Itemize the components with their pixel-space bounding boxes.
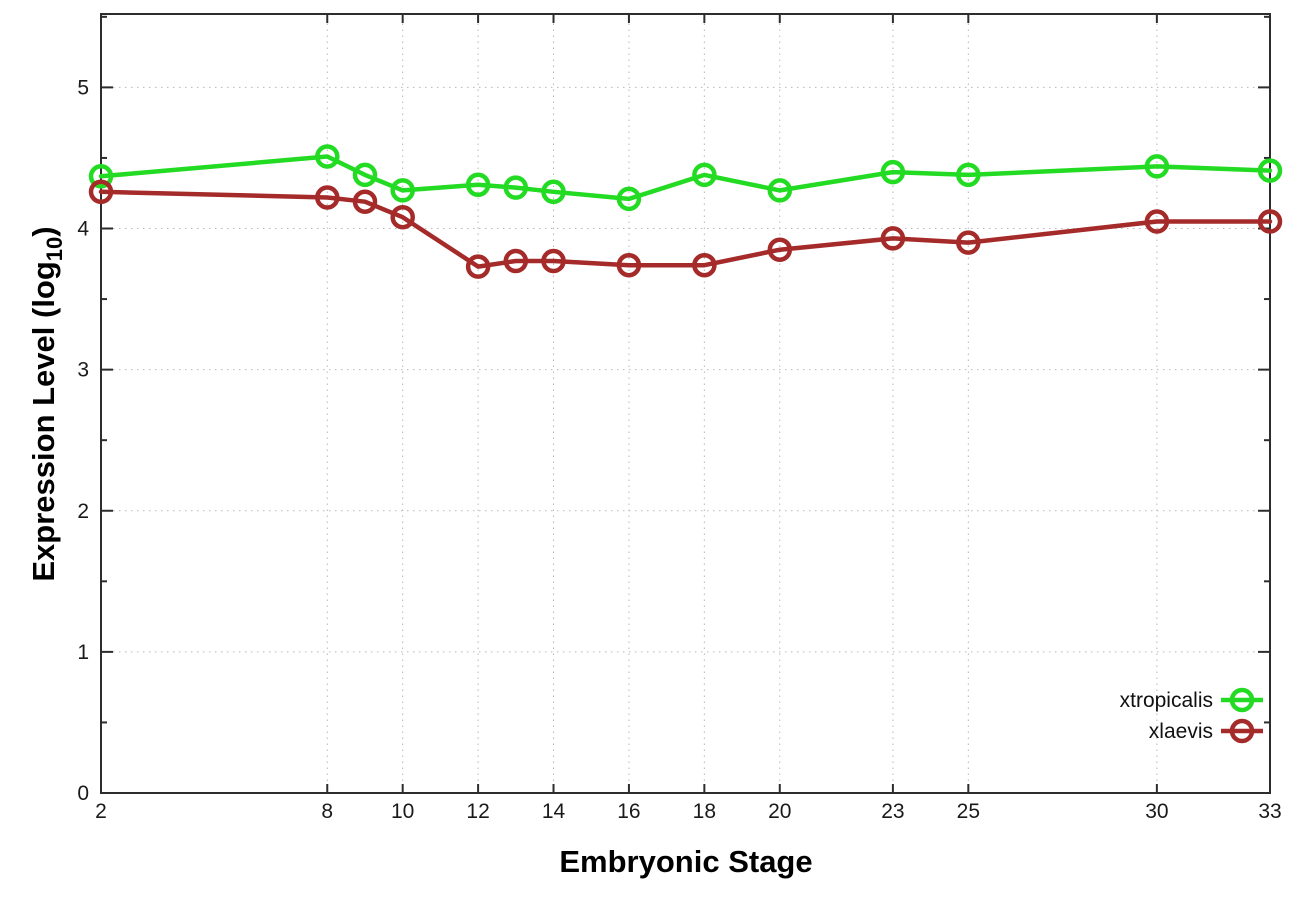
data-point: [541, 248, 566, 274]
y-axis-label-suffix: ): [26, 226, 61, 236]
series-line: [98, 189, 1273, 269]
data-point: [956, 162, 981, 188]
data-point: [880, 159, 906, 185]
y-tick-label: 1: [77, 641, 89, 664]
data-point: [767, 178, 793, 203]
data-point: [1144, 154, 1170, 179]
y-axis-label-prefix: Expression Level (log: [26, 261, 61, 581]
data-point: [1257, 209, 1283, 234]
x-tick-label: 18: [693, 800, 716, 823]
x-axis-label: Embryonic Stage: [559, 844, 812, 879]
data-point: [541, 179, 566, 205]
x-tick-label: 14: [542, 800, 566, 823]
gridlines: [101, 14, 1270, 793]
y-tick-label: 2: [77, 500, 89, 523]
data-point: [692, 252, 717, 278]
axes: [100, 13, 1271, 794]
y-tick-label: 5: [77, 76, 89, 99]
data-point: [88, 179, 114, 205]
data-point: [503, 248, 529, 274]
y-tick-label: 0: [77, 782, 89, 805]
data-point: [1144, 209, 1170, 234]
data-point: [1257, 158, 1283, 183]
legend-label-xtropicalis: xtropicalis: [1120, 689, 1213, 712]
y-axis-label-subscript: 10: [42, 237, 67, 261]
data-point: [315, 185, 340, 210]
x-tick-label: 2: [95, 800, 107, 823]
series-line: [98, 154, 1273, 202]
data-point: [390, 204, 415, 230]
legend: xtropicalis xlaevis: [1120, 687, 1263, 744]
data-point: [956, 230, 981, 255]
data-point: [692, 162, 717, 188]
legend-marker-icon-xtropicalis: [1229, 687, 1255, 713]
legend-item-xtropicalis: xtropicalis: [1120, 687, 1263, 713]
data-point: [352, 189, 378, 214]
plot-border: [100, 13, 1271, 794]
data-point: [465, 254, 491, 279]
data-point: [503, 175, 529, 200]
y-axis-label: Expression Level (log10): [26, 226, 67, 581]
y-tick-label: 3: [77, 359, 89, 382]
data-point: [390, 178, 415, 203]
x-tick-label: 33: [1258, 800, 1281, 823]
series-xtropicalis: [88, 144, 1283, 212]
x-tick-label: 12: [466, 800, 489, 823]
x-tick-label: 30: [1145, 800, 1168, 823]
legend-label-xlaevis: xlaevis: [1149, 720, 1213, 743]
legend-marker-icon-xlaevis: [1229, 718, 1255, 744]
x-tick-label: 16: [617, 800, 640, 823]
x-tick-label: 25: [957, 800, 980, 823]
data-point: [880, 226, 906, 251]
data-point: [465, 172, 491, 198]
data-point: [616, 186, 642, 212]
data-point: [767, 237, 793, 262]
x-tick-label: 23: [881, 800, 904, 823]
x-tick-label: 20: [768, 800, 791, 823]
series-layer: [88, 144, 1283, 279]
data-point: [315, 144, 340, 169]
y-tick-label: 4: [77, 218, 89, 241]
legend-item-xlaevis: xlaevis: [1149, 718, 1263, 744]
series-xlaevis: [88, 179, 1283, 279]
x-tick-label: 8: [321, 800, 333, 823]
x-tick-label: 10: [391, 800, 414, 823]
data-point: [352, 162, 378, 188]
data-point: [88, 164, 114, 189]
data-point: [616, 252, 642, 278]
